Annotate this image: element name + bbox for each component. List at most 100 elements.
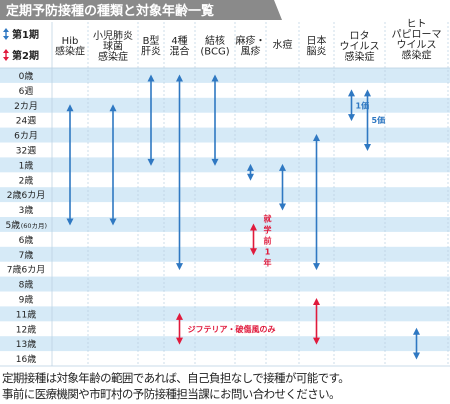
column-header-varicella: 水痘 (273, 38, 293, 51)
legend-first-label: 第1期 (12, 28, 39, 41)
arrow-head-bottom (247, 173, 254, 181)
range-mr-first (247, 163, 254, 181)
column-header-mr: 風疹 (241, 45, 261, 58)
legend-first-arrow-head-down (3, 36, 9, 40)
arrow-head-top (413, 327, 420, 335)
arrow-head-top (176, 312, 183, 320)
arrow-head-bottom (66, 218, 74, 226)
note-char: 年 (264, 257, 272, 267)
age-label: 6歳 (19, 234, 34, 246)
age-label: 24週 (16, 116, 36, 127)
row-band (0, 127, 450, 143)
column-header-hpv: ウイルス (397, 39, 437, 51)
arrow-head-top (176, 74, 183, 82)
age-label: 1歳 (19, 159, 34, 171)
arrow-head-top (247, 163, 254, 171)
column-header-rota: ロタ (350, 30, 370, 42)
note-char: 前 (264, 235, 272, 245)
column-header-pcv: 球菌 (103, 40, 123, 53)
column-header-hpv: 感染症 (402, 49, 432, 62)
range-mr-second (250, 223, 257, 256)
arrow-head-top (279, 163, 286, 171)
arrow-head-bottom (211, 158, 219, 166)
range-bcg-first (211, 74, 219, 166)
column-header-je: 日本 (307, 34, 327, 47)
range-dpt-second (176, 312, 183, 345)
arrow-head-bottom (313, 337, 320, 345)
arrow-head-top (211, 74, 219, 82)
age-label: 2歳6カ月 (7, 189, 45, 201)
arrow-head-top (250, 223, 257, 231)
row-band (0, 276, 450, 292)
column-header-pcv: 感染症 (98, 50, 128, 63)
arrow-head-top (348, 89, 355, 97)
footer-line-1: 定期接種は対象年齢の範囲であれば、自己負担なしで接種が可能です。 (2, 371, 350, 385)
legend-second-arrow-head-up (3, 49, 9, 53)
arrow-head-bottom (176, 337, 183, 345)
range-hib-first (66, 104, 74, 226)
arrow-head-top (313, 134, 320, 142)
legend-first-arrow-head-up (3, 28, 9, 32)
age-label: 2歳 (19, 174, 34, 186)
arrow-head-top (313, 297, 320, 305)
row-band (0, 246, 450, 262)
note-char: 就 (264, 213, 272, 223)
arrow-head-bottom (176, 263, 183, 271)
column-header-bcg: (BCG) (200, 47, 229, 58)
column-header-mr: 麻疹・ (236, 34, 266, 47)
range-rota-first (364, 89, 371, 151)
arrow-head-bottom (279, 203, 286, 211)
age-label: 7歳 (19, 249, 34, 261)
range-arrows (66, 74, 420, 360)
age-label: 16歳 (16, 353, 36, 365)
column-header-rota: ウイルス (340, 41, 380, 53)
column-header-hepb: B型 (143, 34, 160, 47)
age-label: 2カ月 (14, 101, 38, 112)
row-band (0, 306, 450, 322)
range-varicella-first (279, 163, 286, 211)
age-label: 8歳 (19, 279, 34, 291)
column-header-dpt: 混合 (170, 45, 190, 58)
arrow-head-bottom (250, 248, 257, 256)
column-header-hib: Hib (62, 36, 79, 47)
column-grid (0, 22, 450, 367)
column-header-pcv: 小児肺炎 (93, 30, 133, 42)
column-header-rota: 感染症 (345, 50, 375, 63)
note-5価: 5価 (372, 115, 386, 125)
age-label: 9歳 (19, 293, 34, 305)
footer-line-2: 事前に医療機関や市町村の予防接種担当課にお問い合わせください。 (2, 387, 341, 401)
arrow-head-bottom (147, 158, 155, 166)
row-band (0, 187, 450, 203)
age-label: 5歳(60カ月) (5, 219, 47, 231)
note-dpt: ジフテリア・破傷風のみ (188, 324, 276, 334)
arrow-head-bottom (364, 143, 371, 151)
column-header-hepb: 肝炎 (141, 46, 161, 58)
legend-second-arrow-head-down (3, 57, 9, 61)
note-char: 1 (265, 247, 271, 256)
note-char: 学 (264, 224, 272, 234)
range-pcv-first (109, 104, 117, 226)
age-label: 12歳 (16, 323, 36, 335)
arrow-head-top (109, 104, 117, 112)
row-band (0, 68, 450, 83)
age-label: 0歳 (19, 70, 34, 82)
arrow-head-top (364, 89, 371, 97)
arrow-head-top (147, 74, 155, 82)
age-axis: 0歳 6週 2カ月 24週 6カ月 32週 1歳 2歳 2歳6カ月 3歳 5歳(60カ月) 6歳 7歳 7… (5, 70, 47, 365)
range-je-first (313, 134, 320, 271)
note-1価: 1価 (356, 100, 370, 110)
row-band (0, 157, 450, 173)
column-header-je: 脳炎 (307, 46, 327, 58)
arrow-head-bottom (413, 352, 420, 360)
footer-note: 定期接種は対象年齢の範囲であれば、自己負担なしで接種が可能です。 事前に医療機関… (2, 370, 450, 402)
range-dpt-first (176, 74, 183, 271)
range-je-second (313, 297, 320, 345)
column-header-dpt: 4種 (171, 34, 187, 47)
column-header-bcg: 結核 (205, 34, 225, 47)
age-label: 32週 (16, 145, 36, 156)
age-label: 6週 (19, 86, 34, 97)
